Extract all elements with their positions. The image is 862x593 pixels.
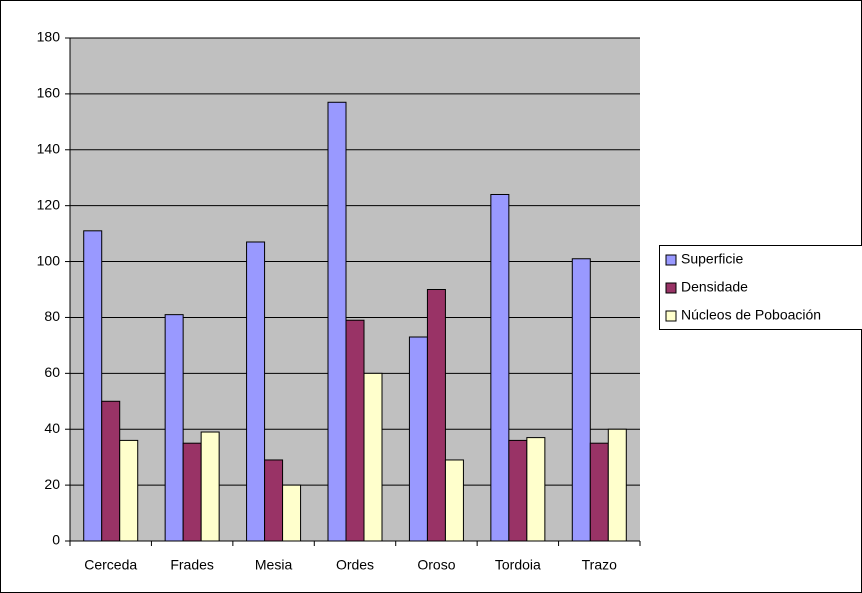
legend-label: Superficie <box>681 251 743 267</box>
y-tick-label: 20 <box>44 476 60 492</box>
bar <box>490 193 510 542</box>
legend-key <box>665 254 677 266</box>
legend-label: Núcleos de Poboación <box>681 307 821 323</box>
y-tick-label: 100 <box>37 252 61 268</box>
bar <box>508 439 528 542</box>
x-tick-label: Frades <box>170 557 214 573</box>
bar <box>327 101 347 542</box>
x-tick-label: Oroso <box>417 557 455 573</box>
bar <box>408 336 428 542</box>
bar <box>200 431 220 542</box>
x-tick-label: Ordes <box>336 557 374 573</box>
legend: Superficie Densidade Núcleos de Poboación <box>659 245 862 330</box>
x-tick-label: Cerceda <box>84 557 137 573</box>
bar <box>607 428 627 542</box>
legend-key <box>665 282 677 294</box>
y-tick-label: 40 <box>44 420 60 436</box>
bar <box>526 437 546 542</box>
x-tick-label: Mesia <box>255 557 293 573</box>
bar <box>246 241 266 542</box>
bar <box>182 442 202 542</box>
legend-key <box>665 310 677 322</box>
bar <box>164 314 184 542</box>
bar <box>589 442 609 542</box>
y-tick-label: 140 <box>37 140 61 156</box>
bar <box>363 372 383 542</box>
bar <box>345 319 365 542</box>
y-tick-label: 120 <box>37 196 61 212</box>
y-tick-label: 180 <box>37 29 61 45</box>
y-tick-label: 80 <box>44 308 60 324</box>
bar <box>264 459 284 542</box>
legend-label: Densidade <box>681 279 748 295</box>
bar <box>571 258 591 542</box>
y-tick-label: 0 <box>52 532 60 548</box>
bar <box>101 400 121 542</box>
bar <box>426 289 446 542</box>
y-tick-label: 60 <box>44 364 60 380</box>
legend-box <box>659 245 862 330</box>
y-tick-label: 160 <box>37 85 61 101</box>
bar <box>119 439 139 542</box>
bar <box>83 230 103 542</box>
bar <box>282 484 302 542</box>
x-tick-label: Tordoia <box>495 557 541 573</box>
x-tick-label: Trazo <box>582 557 617 573</box>
bar <box>444 459 464 542</box>
